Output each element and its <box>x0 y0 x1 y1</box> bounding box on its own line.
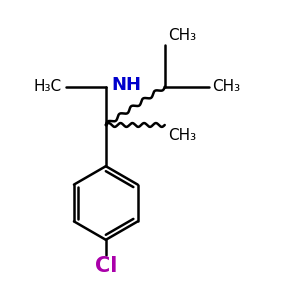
Text: Cl: Cl <box>94 256 117 276</box>
Text: CH₃: CH₃ <box>212 79 240 94</box>
Text: H₃C: H₃C <box>34 79 62 94</box>
Text: CH₃: CH₃ <box>168 128 196 143</box>
Text: NH: NH <box>111 76 141 94</box>
Text: CH₃: CH₃ <box>168 28 196 43</box>
